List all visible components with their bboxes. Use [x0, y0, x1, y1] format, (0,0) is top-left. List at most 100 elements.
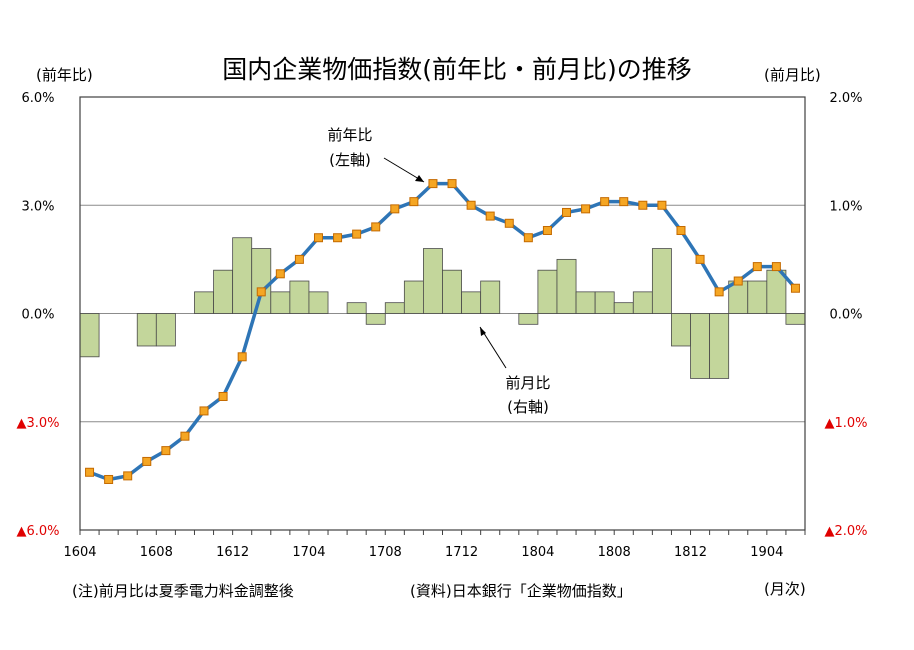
line-series-axis-note: (左軸): [329, 151, 371, 169]
bar: [251, 248, 272, 314]
line-point: [409, 197, 419, 207]
line-point: [504, 218, 514, 228]
bar: [213, 269, 234, 314]
series-callouts: 前年比 (左軸) 前月比 (右軸): [327, 126, 550, 416]
line-point: [695, 254, 705, 264]
line-series-label: 前年比: [327, 126, 372, 144]
line-point: [123, 471, 133, 481]
bar: [423, 248, 443, 314]
right-tick-label: 1.0%: [829, 199, 862, 214]
line-point: [85, 467, 95, 477]
x-tick-label: 1904: [750, 545, 783, 560]
x-tick-label: 1612: [216, 545, 249, 560]
chart-title: 国内企業物価指数(前年比・前月比)の推移: [222, 55, 692, 84]
bar-series: [79, 237, 806, 379]
left-tick-label: 6.0%: [21, 91, 54, 106]
source-note: (資料)日本銀行「企業物価指数」: [410, 582, 632, 600]
bar-series-axis-note: (右軸): [507, 398, 549, 416]
right-tick-label: ▲2.0%: [824, 524, 867, 539]
line-point: [581, 204, 591, 214]
bar: [365, 313, 386, 325]
line-point: [256, 287, 266, 297]
left-tick-label: ▲3.0%: [16, 416, 59, 431]
x-axis-unit: (月次): [764, 580, 806, 598]
x-tick-label: 1708: [369, 545, 402, 560]
left-tick-label: 0.0%: [21, 308, 54, 323]
right-axis-unit: (前月比): [764, 66, 821, 84]
left-axis-unit: (前年比): [36, 66, 93, 84]
bar: [270, 291, 291, 314]
right-tick-label: 2.0%: [829, 91, 862, 106]
line-point: [676, 226, 686, 236]
line-point: [485, 211, 495, 221]
line-point: [352, 229, 362, 239]
line-point: [752, 262, 762, 272]
right-tick-label: 0.0%: [829, 308, 862, 323]
x-tick-label: 1608: [140, 545, 173, 560]
line-point: [657, 200, 667, 210]
bar: [709, 313, 730, 379]
bar: [632, 291, 653, 314]
line-point: [523, 233, 533, 243]
x-tick-label: 1604: [63, 545, 96, 560]
bar: [289, 280, 310, 314]
bar: [194, 291, 214, 314]
bar: [613, 302, 634, 314]
bar: [442, 269, 462, 314]
bar: [785, 313, 806, 325]
left-tick-label: 3.0%: [21, 199, 54, 214]
bar: [747, 280, 768, 314]
line-point: [733, 276, 743, 286]
line-point: [161, 446, 171, 456]
bar: [480, 280, 501, 314]
bar: [671, 313, 691, 347]
x-tick-label: 1712: [445, 545, 478, 560]
bar-callout-arrowhead: [480, 327, 486, 336]
line-point: [600, 197, 610, 207]
line-point: [390, 204, 400, 214]
x-tick-label: 1808: [598, 545, 631, 560]
right-tick-label: ▲1.0%: [824, 416, 867, 431]
left-tick-label: ▲6.0%: [16, 524, 59, 539]
line-callout-arrowhead: [415, 175, 424, 182]
line-point: [142, 456, 152, 466]
bar: [346, 302, 367, 314]
line-point: [104, 474, 114, 484]
bar: [461, 291, 482, 314]
bar: [575, 291, 596, 314]
bar: [537, 269, 558, 314]
line-point: [790, 283, 800, 293]
tick-labels: 6.0% 3.0% 0.0% ▲3.0% ▲6.0% 2.0% 1.0% 0.0% ▲1.0% ▲…: [16, 91, 867, 560]
line-point: [562, 207, 572, 217]
line-point: [237, 352, 247, 362]
line-point: [542, 226, 552, 236]
axes: [79, 96, 806, 535]
line-series: [85, 179, 800, 484]
bar: [651, 248, 672, 314]
bar: [403, 280, 424, 314]
bar-series-label: 前月比: [505, 374, 550, 392]
x-tick-label: 1812: [674, 545, 707, 560]
line-point: [333, 233, 343, 243]
line-point: [428, 179, 438, 189]
line-point: [275, 269, 285, 279]
line-point: [619, 197, 629, 207]
line-point: [294, 254, 304, 264]
bar: [308, 291, 329, 314]
line-point: [638, 200, 648, 210]
bar: [136, 313, 157, 347]
footnote: (注)前月比は夏季電力料金調整後: [72, 582, 294, 600]
x-tick-label: 1704: [292, 545, 325, 560]
line-point: [371, 222, 381, 232]
bar: [594, 291, 615, 314]
bar: [384, 302, 405, 314]
line-point: [218, 391, 228, 401]
line-point: [771, 262, 781, 272]
line-point: [180, 431, 190, 441]
bar: [155, 313, 176, 347]
line-point: [466, 200, 476, 210]
bar: [79, 313, 100, 358]
bar: [518, 313, 539, 325]
line-point: [714, 287, 724, 297]
